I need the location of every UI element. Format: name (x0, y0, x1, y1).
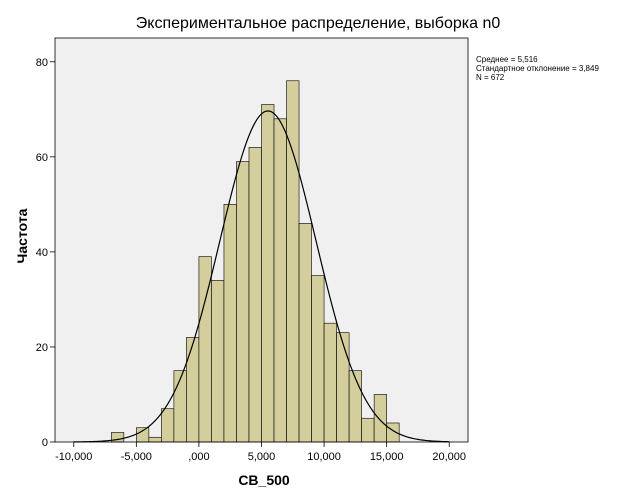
stats-std: Стандартное отклонение = 3,849 (476, 64, 599, 73)
x-tick-label: -10,000 (55, 451, 92, 463)
histogram-bar (361, 417, 375, 443)
y-tick-label: 80 (36, 57, 48, 69)
x-tick-label: 15,000 (370, 451, 404, 463)
y-tick-label: 20 (36, 342, 48, 354)
histogram-bar (261, 104, 275, 443)
x-tick-label: -5,000 (121, 451, 152, 463)
x-axis-label: CB_500 (238, 472, 290, 488)
x-tick-label: 5,000 (248, 451, 276, 463)
histogram-bar (323, 322, 337, 443)
histogram-bar (273, 118, 287, 443)
x-tick-label: 10,000 (307, 451, 341, 463)
histogram-bar (211, 280, 225, 443)
chart-title: Экспериментальное распределение, выборка… (136, 15, 501, 32)
histogram-bar (248, 147, 262, 443)
histogram-bar (373, 394, 387, 443)
histogram-bar (186, 337, 200, 443)
stats-mean: Среднее = 5,516 (476, 55, 538, 64)
x-tick-label: 20,000 (432, 451, 466, 463)
statistics-box: Среднее = 5,516 Стандартное отклонение =… (476, 55, 599, 82)
histogram-bar (311, 275, 325, 443)
histogram-bar (298, 223, 312, 443)
stats-n: N = 672 (476, 73, 505, 82)
histogram-bar (336, 332, 350, 443)
x-axis-ticks: -10,000 -5,000 ,000 5,000 10,000 15,000 20,000 (55, 442, 466, 463)
x-tick-label: ,000 (188, 451, 209, 463)
y-tick-label: 0 (42, 437, 48, 449)
histogram-bar (286, 80, 300, 443)
y-axis-label: Частота (14, 208, 30, 263)
y-tick-label: 60 (36, 152, 48, 164)
y-axis-ticks: 0 20 40 60 80 (36, 57, 55, 449)
histogram-bar (148, 436, 162, 443)
histogram-bar (236, 161, 250, 443)
histogram-bar (173, 370, 187, 443)
histogram-bar (348, 370, 362, 443)
y-tick-label: 40 (36, 247, 48, 259)
histogram-bar (136, 427, 150, 443)
histogram-bar (223, 204, 237, 443)
normal-curve (73, 110, 450, 443)
histogram-bars (111, 80, 400, 443)
histogram-bar (161, 408, 175, 443)
